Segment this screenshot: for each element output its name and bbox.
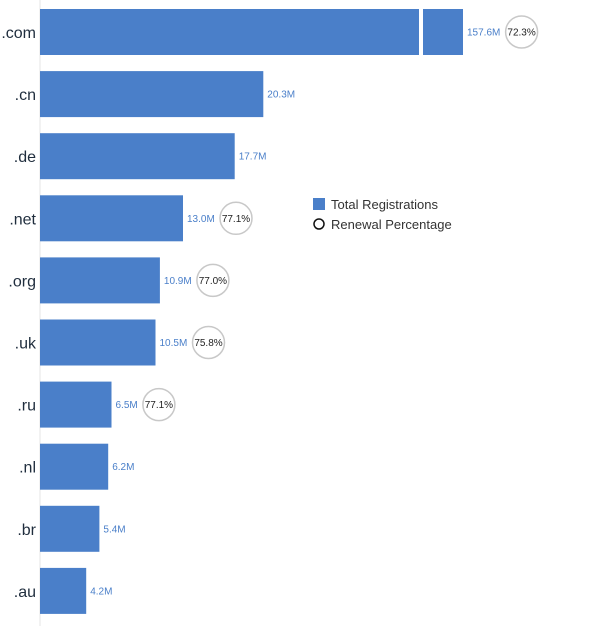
bar-com-after-break xyxy=(423,9,463,55)
legend: Total Registrations Renewal Percentage xyxy=(313,197,452,232)
renewal-label-uk: 75.8% xyxy=(194,338,222,349)
bar-nl xyxy=(40,443,109,490)
renewal-circle-net xyxy=(219,201,253,236)
category-label-net: .net xyxy=(9,211,36,228)
renewal-label-com: 72.3% xyxy=(507,28,535,39)
category-label-au: .au xyxy=(14,584,36,601)
value-label-com: 157.6M xyxy=(467,28,500,39)
value-label-br: 5.4M xyxy=(103,524,125,535)
bar-cn xyxy=(40,71,264,118)
bar-au xyxy=(40,567,87,614)
bars-layer: .com 157.6M 72.3% .cn 20.3M .de 17.7M .net 13.0M… xyxy=(1,9,539,614)
renewal-label-ru: 77.1% xyxy=(145,400,173,411)
renewal-circle-ru xyxy=(142,387,176,422)
bar-net xyxy=(40,195,183,242)
category-label-org: .org xyxy=(8,273,36,290)
legend-label-renewal-percentage: Renewal Percentage xyxy=(331,217,452,232)
bar-com xyxy=(40,9,419,55)
renewal-circle-org xyxy=(196,263,230,298)
renewal-circle-uk xyxy=(191,325,226,360)
renewal-label-org: 77.0% xyxy=(199,276,227,287)
legend-swatch-total-registrations xyxy=(313,198,325,210)
renewal-label-net: 77.1% xyxy=(222,214,250,225)
bar-ru xyxy=(40,381,112,428)
category-label-br: .br xyxy=(17,522,36,539)
value-label-de: 17.7M xyxy=(239,152,267,163)
value-label-net: 13.0M xyxy=(187,214,215,225)
value-label-nl: 6.2M xyxy=(112,462,134,473)
category-label-de: .de xyxy=(14,149,36,166)
value-label-cn: 20.3M xyxy=(267,90,295,101)
value-label-uk: 10.5M xyxy=(160,338,188,349)
value-label-au: 4.2M xyxy=(90,586,112,597)
bar-br xyxy=(40,505,100,552)
category-label-uk: .uk xyxy=(15,336,37,353)
category-label-nl: .nl xyxy=(19,460,36,477)
bar-de xyxy=(40,133,235,180)
bar-uk xyxy=(40,319,156,366)
category-label-com: .com xyxy=(1,25,36,42)
value-label-ru: 6.5M xyxy=(116,400,138,411)
renewal-circle-com xyxy=(504,15,539,49)
legend-swatch-renewal-percentage xyxy=(313,218,325,230)
category-label-ru: .ru xyxy=(17,398,36,415)
legend-label-total-registrations: Total Registrations xyxy=(331,197,438,212)
value-label-org: 10.9M xyxy=(164,276,192,287)
bar-org xyxy=(40,257,160,304)
category-label-cn: .cn xyxy=(15,87,36,104)
